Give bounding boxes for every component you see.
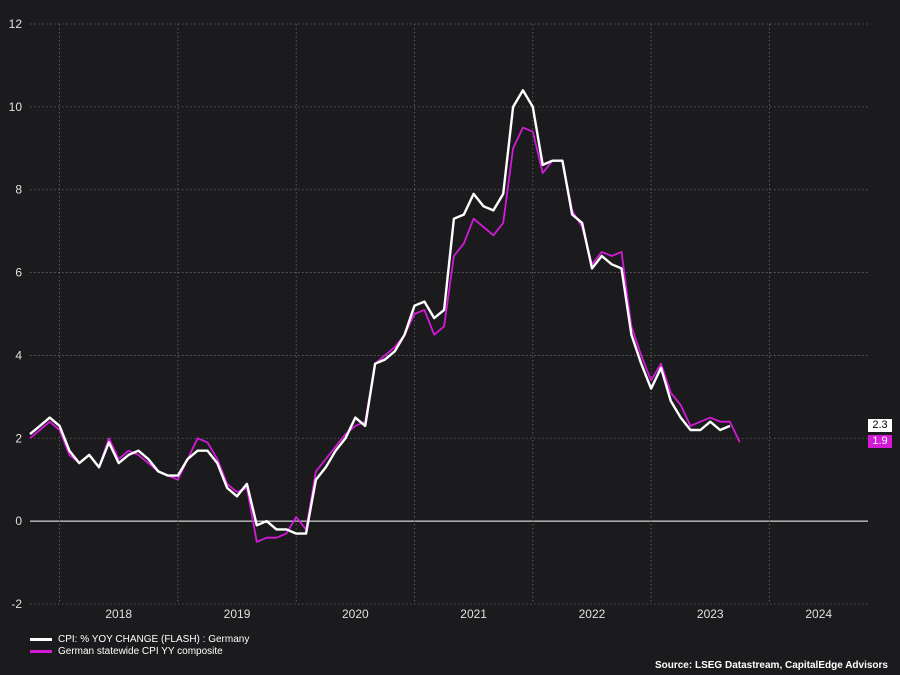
y-tick-label: 8 bbox=[15, 183, 22, 197]
y-tick-label: 4 bbox=[15, 348, 22, 362]
end-value-label-statewide: 1.9 bbox=[868, 435, 892, 449]
x-tick-label: 2020 bbox=[342, 607, 369, 621]
y-tick-label: -2 bbox=[11, 597, 22, 611]
x-tick-label: 2019 bbox=[224, 607, 251, 621]
x-tick-label: 2023 bbox=[697, 607, 724, 621]
legend-item-statewide: German statewide CPI YY composite bbox=[30, 645, 249, 657]
series-line-statewide bbox=[29, 126, 741, 543]
source-note: Source: LSEG Datastream, CapitalEdge Adv… bbox=[654, 660, 888, 671]
y-tick-label: 0 bbox=[15, 514, 22, 528]
x-tick-label: 2022 bbox=[579, 607, 606, 621]
legend: CPI: % YOY CHANGE (FLASH) : Germany Germ… bbox=[30, 633, 249, 657]
legend-swatch-statewide bbox=[30, 649, 52, 653]
y-tick-label: 6 bbox=[15, 266, 22, 280]
x-tick-label: 2018 bbox=[105, 607, 132, 621]
y-tick-label: 10 bbox=[9, 100, 23, 114]
legend-swatch-cpi-flash bbox=[30, 637, 52, 641]
x-tick-label: 2024 bbox=[805, 607, 832, 621]
legend-item-cpi-flash: CPI: % YOY CHANGE (FLASH) : Germany bbox=[30, 633, 249, 645]
series-line-cpi-flash bbox=[29, 89, 731, 535]
end-value-label-cpi-flash: 2.3 bbox=[868, 418, 892, 432]
legend-label-statewide: German statewide CPI YY composite bbox=[58, 645, 223, 657]
legend-label-cpi-flash: CPI: % YOY CHANGE (FLASH) : Germany bbox=[58, 633, 250, 645]
y-tick-label: 2 bbox=[15, 431, 22, 445]
x-tick-label: 2021 bbox=[460, 607, 487, 621]
y-tick-label: 12 bbox=[9, 17, 23, 31]
